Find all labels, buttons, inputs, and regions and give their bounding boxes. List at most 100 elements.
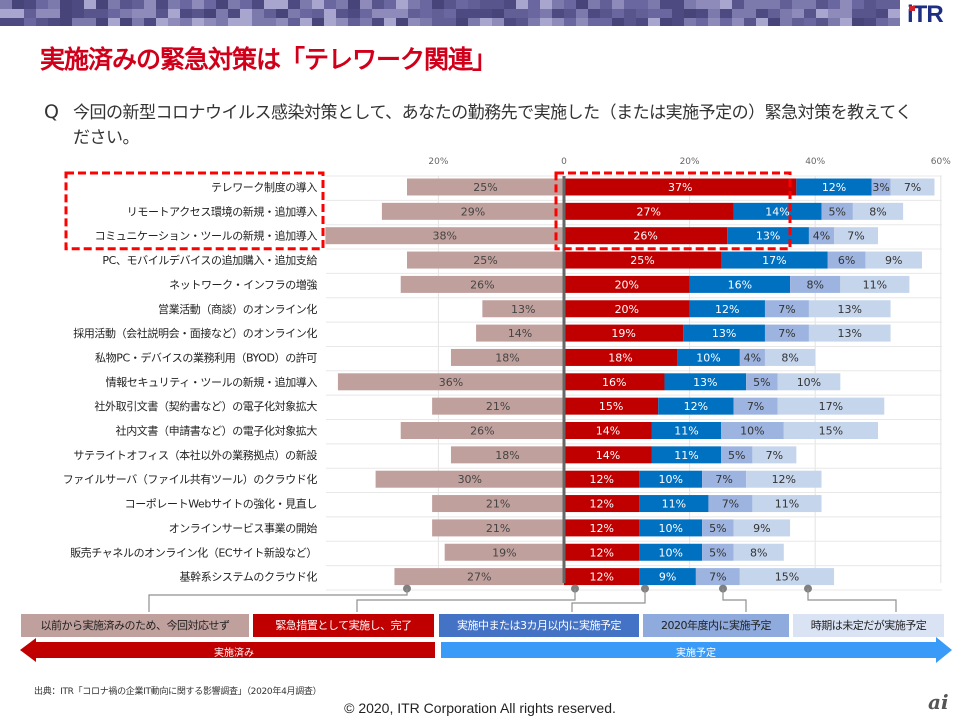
- highlight-box-bars: [554, 171, 792, 251]
- banner-tile: [756, 0, 768, 9]
- banner-tile: [624, 0, 636, 9]
- connector-line: [571, 588, 646, 612]
- banner-tile: [720, 18, 732, 26]
- banner-tile: [552, 9, 564, 18]
- bar-in-progress: [658, 397, 734, 415]
- bar-label-already-done: 14%: [508, 327, 532, 340]
- banner-tile: [732, 9, 744, 18]
- banner-tile: [276, 18, 288, 26]
- bar-within-2020-label: 7%: [709, 571, 726, 584]
- banner-tile: [240, 9, 252, 18]
- banner-tile: [696, 18, 708, 26]
- question-mark: Q: [44, 101, 59, 123]
- banner-tile: [0, 18, 12, 26]
- banner-tile: [708, 18, 720, 26]
- banner-tile: [588, 0, 600, 9]
- banner-tile: [36, 9, 48, 18]
- banner-tile: [816, 9, 828, 18]
- bar-in-progress-label: 13%: [756, 230, 780, 243]
- banner-tile: [300, 0, 312, 9]
- banner-tile: [528, 18, 540, 26]
- banner-tile: [156, 18, 168, 26]
- bar-emergency-done: [564, 275, 690, 293]
- banner-tile: [336, 9, 348, 18]
- banner-tile: [444, 9, 456, 18]
- bar-label-already-done: 29%: [461, 205, 485, 218]
- banner-tile: [684, 0, 696, 9]
- banner-tile: [468, 9, 480, 18]
- banner-tile: [60, 18, 72, 26]
- banner-tile: [588, 9, 600, 18]
- bar-in-progress-label: 11%: [674, 425, 698, 438]
- bar-already-done: [444, 543, 564, 561]
- bar-emergency-done-label: 15%: [599, 400, 623, 413]
- x-tick-label: 20%: [428, 157, 448, 167]
- banner-tile: [24, 9, 36, 18]
- banner-tile: [432, 9, 444, 18]
- banner-tile: [180, 9, 192, 18]
- bar-emergency-done: [564, 178, 797, 196]
- banner-tile: [120, 18, 132, 26]
- bar-within-2020: [733, 397, 778, 415]
- bar-within-2020-label: 8%: [806, 278, 823, 291]
- bar-undecided-label: 8%: [869, 205, 886, 218]
- banner-tile: [864, 0, 876, 9]
- bar-emergency-done-label: 12%: [589, 498, 613, 511]
- banner-tile: [672, 18, 684, 26]
- banner-tile: [24, 18, 36, 26]
- bar-in-progress: [639, 568, 696, 586]
- banner-tile: [360, 18, 372, 26]
- banner-tile: [432, 0, 444, 9]
- banner-tile: [144, 18, 156, 26]
- bar-in-progress: [683, 324, 765, 342]
- banner-tile: [324, 18, 336, 26]
- banner-tile: [72, 0, 84, 9]
- banner-tile: [228, 0, 240, 9]
- banner-tile: [804, 0, 816, 9]
- category-label: 社外取引文書（契約書など）の電子化対象拡大: [94, 399, 317, 413]
- bar-within-2020: [721, 446, 753, 464]
- bar-in-progress-label: 12%: [715, 303, 739, 316]
- banner-tile: [504, 9, 516, 18]
- banner-tile: [456, 18, 468, 26]
- banner-tile: [216, 9, 228, 18]
- bar-within-2020: [871, 178, 891, 196]
- bar-emergency-done: [564, 373, 665, 391]
- banner-tile: [384, 18, 396, 26]
- banner-tile: [480, 9, 492, 18]
- bar-in-progress: [796, 178, 872, 196]
- itr-logo-dot: [909, 6, 915, 11]
- banner-tile: [252, 9, 264, 18]
- bar-in-progress: [733, 202, 822, 220]
- bar-within-2020-label: 5%: [709, 522, 726, 535]
- banner-tile: [252, 0, 264, 9]
- banner-tile: [312, 18, 324, 26]
- banner-tile: [612, 0, 624, 9]
- bar-emergency-done-label: 12%: [589, 546, 613, 559]
- bar-within-2020-label: 10%: [740, 425, 764, 438]
- bar-in-progress-label: 12%: [822, 181, 846, 194]
- bar-undecided: [865, 251, 922, 269]
- bar-in-progress: [651, 446, 721, 464]
- bar-undecided: [733, 519, 791, 537]
- bar-undecided-label: 15%: [819, 425, 843, 438]
- bar-emergency-done: [564, 348, 678, 366]
- banner-tile: [768, 9, 780, 18]
- bar-in-progress-label: 9%: [659, 571, 676, 584]
- banner-tile: [540, 9, 552, 18]
- banner-tile: [204, 18, 216, 26]
- bar-within-2020: [790, 275, 841, 293]
- bar-in-progress: [689, 300, 765, 318]
- bar-undecided-label: 15%: [775, 571, 799, 584]
- category-label: 営業活動（商談）のオンライン化: [158, 302, 317, 316]
- banner-tile: [396, 18, 408, 26]
- banner-tile: [360, 0, 372, 9]
- bar-emergency-done: [564, 446, 652, 464]
- banner-tile: [888, 18, 900, 26]
- banner-tile: [756, 9, 768, 18]
- connector-line: [148, 588, 408, 612]
- banner-tile: [456, 9, 468, 18]
- bar-in-progress-label: 13%: [693, 376, 717, 389]
- bar-undecided: [752, 446, 797, 464]
- banner-tile: [288, 18, 300, 26]
